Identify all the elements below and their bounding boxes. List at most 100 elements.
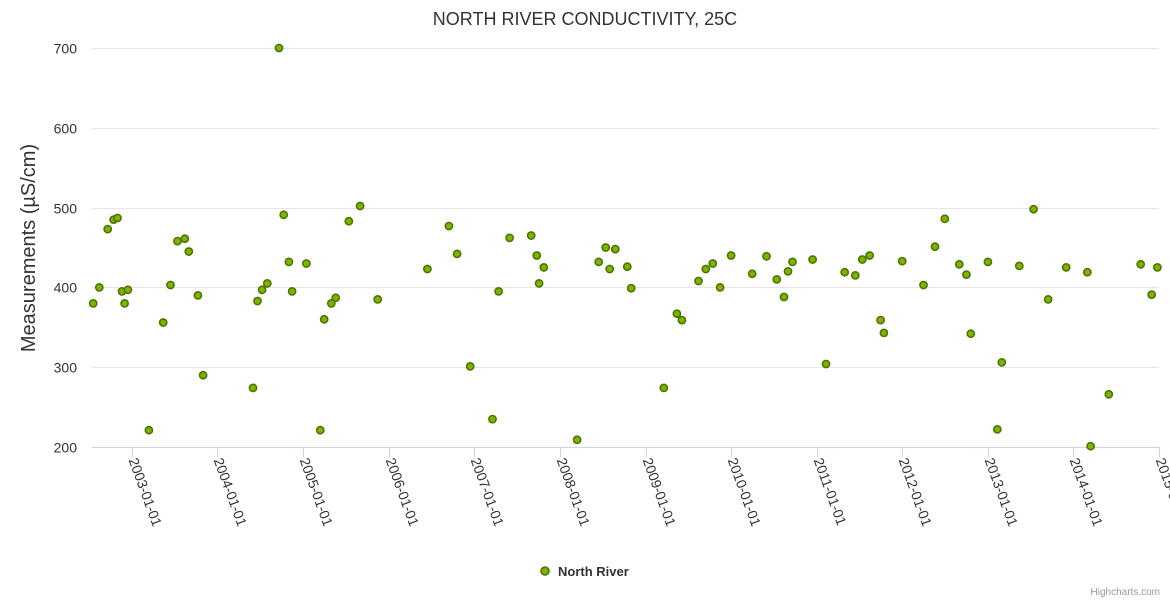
x-tick-label: 2005-01-01 bbox=[297, 456, 337, 529]
data-point[interactable] bbox=[601, 243, 611, 252]
data-point[interactable] bbox=[940, 214, 950, 224]
data-point[interactable] bbox=[1147, 290, 1157, 299]
data-point[interactable] bbox=[626, 283, 636, 293]
data-point[interactable] bbox=[992, 424, 1002, 434]
data-point[interactable] bbox=[444, 221, 454, 231]
data-point[interactable] bbox=[344, 216, 354, 226]
data-point[interactable] bbox=[954, 259, 964, 269]
data-point[interactable] bbox=[253, 296, 262, 306]
data-point[interactable] bbox=[857, 255, 867, 264]
data-point[interactable] bbox=[180, 234, 190, 244]
data-point[interactable] bbox=[326, 298, 336, 308]
data-point[interactable] bbox=[772, 274, 782, 284]
x-tick-label: 2003-01-01 bbox=[126, 456, 166, 529]
data-point[interactable] bbox=[726, 251, 736, 260]
data-point[interactable] bbox=[534, 278, 544, 288]
data-point[interactable] bbox=[166, 280, 175, 290]
data-point[interactable] bbox=[319, 314, 329, 324]
data-point[interactable] bbox=[373, 294, 383, 304]
data-point[interactable] bbox=[865, 251, 874, 260]
data-point[interactable] bbox=[184, 247, 194, 256]
data-point[interactable] bbox=[747, 269, 757, 279]
data-point[interactable] bbox=[677, 315, 687, 325]
data-point[interactable] bbox=[808, 255, 817, 264]
data-point[interactable] bbox=[526, 231, 536, 240]
data-point[interactable] bbox=[997, 357, 1007, 367]
data-point[interactable] bbox=[783, 266, 793, 276]
data-point[interactable] bbox=[257, 285, 267, 295]
data-point[interactable] bbox=[605, 264, 615, 274]
data-point[interactable] bbox=[694, 276, 703, 286]
data-point[interactable] bbox=[1029, 204, 1038, 214]
data-point[interactable] bbox=[113, 213, 122, 223]
data-point[interactable] bbox=[198, 370, 208, 380]
data-point[interactable] bbox=[301, 259, 311, 268]
data-point[interactable] bbox=[123, 285, 133, 295]
data-point[interactable] bbox=[452, 249, 462, 259]
data-point[interactable] bbox=[355, 201, 365, 211]
data-point[interactable] bbox=[1136, 259, 1146, 269]
data-point[interactable] bbox=[94, 282, 104, 292]
data-point[interactable] bbox=[144, 425, 154, 435]
data-point[interactable] bbox=[120, 298, 129, 308]
data-point[interactable] bbox=[279, 210, 289, 220]
data-point[interactable] bbox=[1104, 389, 1114, 399]
data-point[interactable] bbox=[505, 233, 514, 243]
data-point[interactable] bbox=[532, 251, 542, 260]
data-point[interactable] bbox=[422, 264, 432, 274]
data-point[interactable] bbox=[622, 262, 632, 272]
data-point[interactable] bbox=[494, 286, 503, 296]
data-point[interactable] bbox=[876, 315, 885, 325]
data-point[interactable] bbox=[930, 242, 940, 252]
data-point[interactable] bbox=[193, 290, 203, 300]
x-tick-label: 2013-01-01 bbox=[982, 456, 1022, 529]
data-point[interactable] bbox=[287, 286, 297, 296]
data-point[interactable] bbox=[962, 270, 971, 279]
data-point[interactable] bbox=[610, 244, 620, 254]
data-point[interactable] bbox=[779, 292, 789, 302]
data-point[interactable] bbox=[879, 328, 889, 338]
data-point[interactable] bbox=[1014, 261, 1024, 271]
data-point[interactable] bbox=[158, 318, 168, 327]
data-point[interactable] bbox=[919, 280, 928, 290]
data-point[interactable] bbox=[539, 262, 549, 272]
data-point[interactable] bbox=[488, 414, 497, 424]
data-point[interactable] bbox=[572, 435, 582, 445]
data-point[interactable] bbox=[284, 257, 294, 267]
data-point[interactable] bbox=[274, 43, 284, 53]
legend-item-north-river[interactable]: North River bbox=[540, 564, 629, 579]
data-point[interactable] bbox=[762, 251, 771, 261]
series-north-river[interactable] bbox=[88, 43, 1162, 451]
data-point[interactable] bbox=[708, 259, 718, 268]
data-point[interactable] bbox=[1153, 262, 1162, 272]
data-point[interactable] bbox=[1086, 441, 1095, 451]
data-point[interactable] bbox=[248, 383, 258, 393]
data-point[interactable] bbox=[1061, 262, 1071, 272]
data-point[interactable] bbox=[173, 236, 182, 246]
data-point[interactable] bbox=[659, 383, 669, 393]
y-tick-label: 200 bbox=[54, 440, 78, 456]
data-point[interactable] bbox=[262, 278, 272, 288]
data-point[interactable] bbox=[788, 257, 797, 267]
data-point[interactable] bbox=[103, 224, 113, 234]
data-point[interactable] bbox=[594, 257, 604, 267]
data-point[interactable] bbox=[821, 359, 831, 369]
y-gridlines bbox=[92, 48, 1159, 368]
data-point[interactable] bbox=[315, 425, 325, 435]
data-point[interactable] bbox=[850, 270, 860, 280]
data-point[interactable] bbox=[465, 361, 475, 371]
data-point[interactable] bbox=[1082, 267, 1092, 277]
x-tick-label: 2015-01-01 bbox=[1153, 456, 1170, 529]
data-point[interactable] bbox=[840, 267, 850, 277]
data-point[interactable] bbox=[672, 309, 682, 319]
data-point[interactable] bbox=[331, 293, 341, 303]
data-point[interactable] bbox=[983, 257, 993, 267]
credits-link[interactable]: Highcharts.com bbox=[1091, 587, 1160, 598]
data-point[interactable] bbox=[715, 282, 725, 292]
data-point[interactable] bbox=[701, 264, 711, 274]
data-point[interactable] bbox=[897, 256, 907, 266]
data-point[interactable] bbox=[88, 298, 98, 308]
data-point[interactable] bbox=[1043, 294, 1053, 304]
data-point[interactable] bbox=[966, 329, 976, 339]
